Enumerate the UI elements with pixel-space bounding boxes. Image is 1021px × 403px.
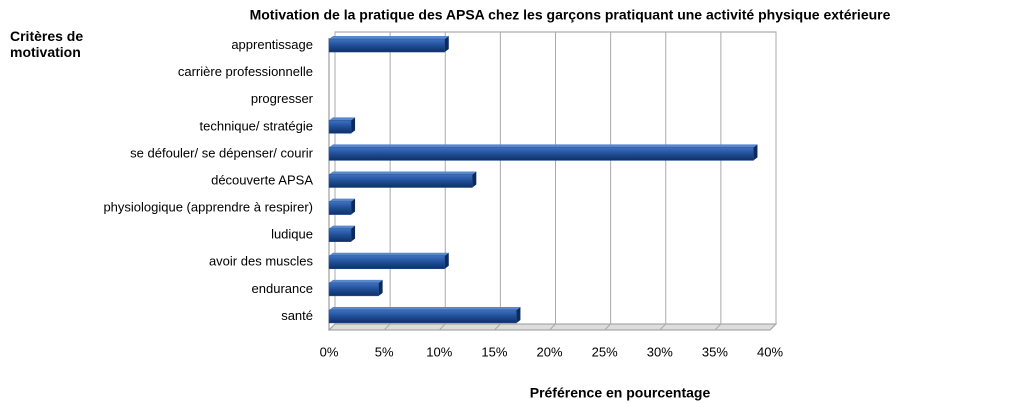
bar-top (329, 252, 449, 256)
chart-title: Motivation de la pratique des APSA chez … (250, 7, 891, 23)
grid-line (769, 32, 777, 331)
grid-line (714, 32, 722, 331)
bar (328, 228, 352, 242)
bar-top (329, 36, 449, 40)
grid-line (604, 32, 612, 331)
bar (328, 147, 754, 161)
x-tick-label: 20% (536, 344, 562, 359)
x-tick-label: 30% (647, 344, 673, 359)
y-tick-label: découverte APSA (211, 172, 313, 187)
y-tick-label: se défouler/ se dépenser/ courir (130, 145, 313, 160)
bar-side (444, 36, 449, 53)
x-tick-label: 0% (320, 344, 339, 359)
bar-top (329, 225, 356, 229)
y-tick-label: avoir des muscles (209, 254, 314, 269)
grid-line (438, 32, 446, 331)
bar (328, 282, 379, 297)
bar-side (378, 279, 383, 296)
bar-side (472, 171, 477, 188)
bar-side (444, 252, 449, 269)
y-tick-label: endurance (252, 281, 313, 296)
y-tick-label: apprentissage (231, 37, 313, 52)
bar-side (351, 117, 356, 134)
bar-top (329, 144, 758, 148)
grid-line (383, 32, 391, 331)
y-tick-label: ludique (271, 227, 313, 242)
x-tick-label: 25% (592, 344, 618, 359)
bar-side (351, 198, 356, 215)
grid-line (494, 32, 501, 331)
y-axis-title: Critères de motivation (10, 28, 84, 60)
grid-line (659, 32, 667, 331)
bar (328, 38, 446, 53)
y-tick-label: progresser (251, 91, 314, 106)
bar-top (329, 306, 521, 310)
x-tick-label: 5% (375, 344, 394, 359)
x-tick-label: 40% (757, 344, 783, 359)
bar (328, 201, 352, 215)
x-tick-label: 10% (426, 344, 452, 359)
bar-top (329, 279, 383, 283)
bar-side (516, 306, 521, 323)
bar-top (329, 171, 477, 175)
grid-line (549, 32, 556, 331)
x-tick-label: 15% (481, 344, 507, 359)
bar (328, 120, 352, 134)
y-tick-label: santé (281, 308, 313, 323)
bar-side (351, 225, 356, 242)
bar-side (753, 144, 758, 161)
bar (328, 309, 517, 324)
x-axis-title: Préférence en pourcentage (530, 385, 711, 401)
y-tick-label: technique/ stratégie (200, 118, 313, 133)
y-tick-label: physiologique (apprendre à respirer) (103, 200, 313, 215)
y-tick-label: carrière professionnelle (178, 64, 313, 79)
bar (328, 255, 446, 270)
bar (328, 174, 473, 188)
bar-top (329, 198, 356, 202)
bar-top (329, 117, 356, 121)
x-tick-label: 35% (702, 344, 728, 359)
